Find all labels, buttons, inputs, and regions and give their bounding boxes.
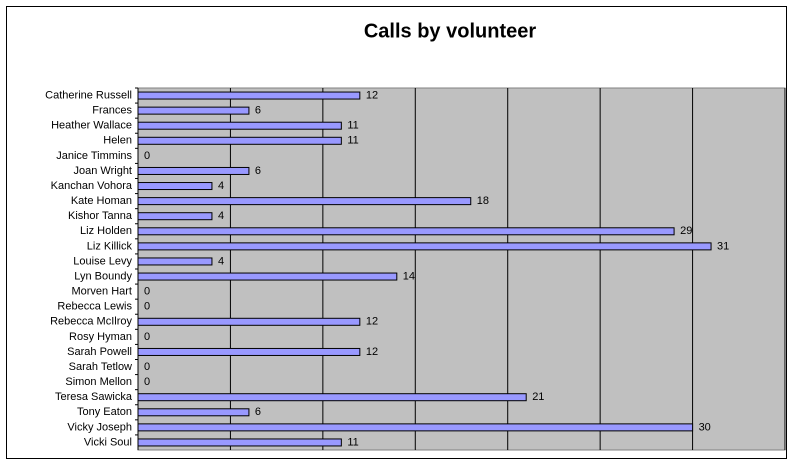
bar (137, 121, 342, 130)
value-label: 18 (477, 195, 489, 207)
y-tick-label: Tony Eaton (77, 406, 132, 418)
bar (137, 212, 213, 221)
value-label: 0 (144, 376, 150, 388)
value-label: 4 (218, 210, 224, 222)
bar (137, 257, 213, 266)
value-label: 31 (717, 240, 729, 252)
value-label: 4 (218, 180, 224, 192)
y-tick-label: Frances (92, 105, 132, 117)
y-tick-label: Rebecca Lewis (57, 301, 132, 313)
plot-area (137, 87, 786, 451)
bar (137, 272, 398, 281)
bar (137, 106, 250, 115)
value-label: 21 (532, 391, 544, 403)
y-tick-label: Louise Levy (73, 255, 132, 267)
y-tick-label: Joan Wright (74, 165, 133, 177)
value-label: 12 (366, 89, 378, 101)
bar (137, 91, 361, 100)
value-label: 29 (680, 225, 692, 237)
y-tick-label: Sarah Powell (67, 346, 132, 358)
y-tick-label: Simon Mellon (65, 376, 132, 388)
y-tick-label: Kate Homan (71, 195, 132, 207)
y-tick-label: Vicky Joseph (67, 421, 132, 433)
y-tick-label: Kanchan Vohora (51, 180, 133, 192)
y-tick-label: Helen (103, 135, 132, 147)
value-label: 11 (347, 135, 358, 147)
value-label: 0 (144, 361, 150, 373)
bar (137, 393, 527, 402)
value-label: 30 (699, 421, 711, 433)
y-tick-label: Vicki Soul (84, 436, 132, 448)
value-label: 0 (144, 150, 150, 162)
value-label: 11 (347, 436, 358, 448)
value-label: 4 (218, 255, 224, 267)
y-tick-label: Catherine Russell (45, 89, 132, 101)
y-tick-label: Liz Killick (87, 240, 133, 252)
y-tick-label: Rebecca McIlroy (50, 316, 132, 328)
y-tick-label: Liz Holden (80, 225, 132, 237)
value-label: 6 (255, 406, 261, 418)
bar (137, 423, 694, 432)
value-label: 0 (144, 331, 150, 343)
bar (137, 136, 342, 145)
y-tick-label: Kishor Tanna (68, 210, 133, 222)
y-tick-label: Lyn Boundy (74, 270, 132, 282)
bar (137, 438, 342, 447)
value-label: 12 (366, 316, 378, 328)
y-tick-label: Sarah Tetlow (69, 361, 132, 373)
bar (137, 347, 361, 356)
bar (137, 182, 213, 191)
value-label: 11 (347, 120, 358, 132)
y-tick-label: Heather Wallace (51, 120, 132, 132)
chart-title: Calls by volunteer (364, 20, 536, 42)
bar (137, 166, 250, 175)
value-label: 0 (144, 301, 150, 313)
value-label: 0 (144, 286, 150, 298)
value-label: 12 (366, 346, 378, 358)
bar (137, 408, 250, 417)
y-tick-label: Teresa Sawicka (55, 391, 133, 403)
bar (137, 227, 675, 236)
bar (137, 197, 472, 206)
value-label: 6 (255, 165, 261, 177)
bar (137, 242, 712, 251)
value-label: 6 (255, 105, 261, 117)
y-tick-label: Morven Hart (71, 286, 132, 298)
y-tick-label: Janice Timmins (56, 150, 132, 162)
value-label: 14 (403, 270, 415, 282)
bar (137, 317, 361, 326)
y-tick-label: Rosy Hyman (69, 331, 132, 343)
